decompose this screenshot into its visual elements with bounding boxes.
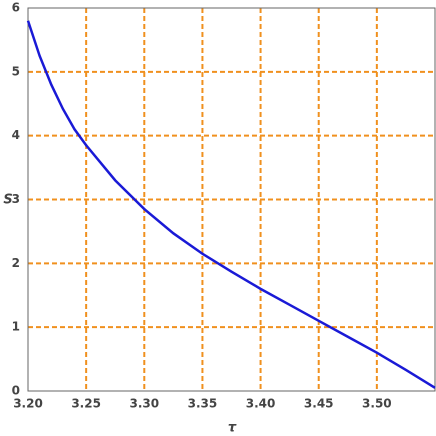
- y-tick-label: 4: [12, 128, 20, 142]
- x-tick-label: 3.35: [188, 397, 218, 411]
- x-tick-label: 3.25: [71, 397, 101, 411]
- x-tick-label: 3.40: [246, 397, 276, 411]
- x-tick-label: 3.20: [13, 397, 43, 411]
- x-axis-title: τ: [228, 421, 237, 436]
- y-tick-label: 0: [12, 384, 20, 398]
- x-tick-label: 3.30: [129, 397, 159, 411]
- x-tick-label: 3.50: [362, 397, 392, 411]
- y-axis-title: S: [3, 193, 12, 208]
- plot-frame: [27, 7, 436, 392]
- y-tick-label: 6: [12, 1, 20, 15]
- x-tick-label: 3.45: [304, 397, 334, 411]
- y-tick-label: 3: [12, 192, 20, 206]
- line: [26, 20, 436, 389]
- y-tick-label: 5: [12, 64, 20, 78]
- y-tick-label: 1: [12, 320, 20, 334]
- y-tick-label: 2: [12, 256, 20, 270]
